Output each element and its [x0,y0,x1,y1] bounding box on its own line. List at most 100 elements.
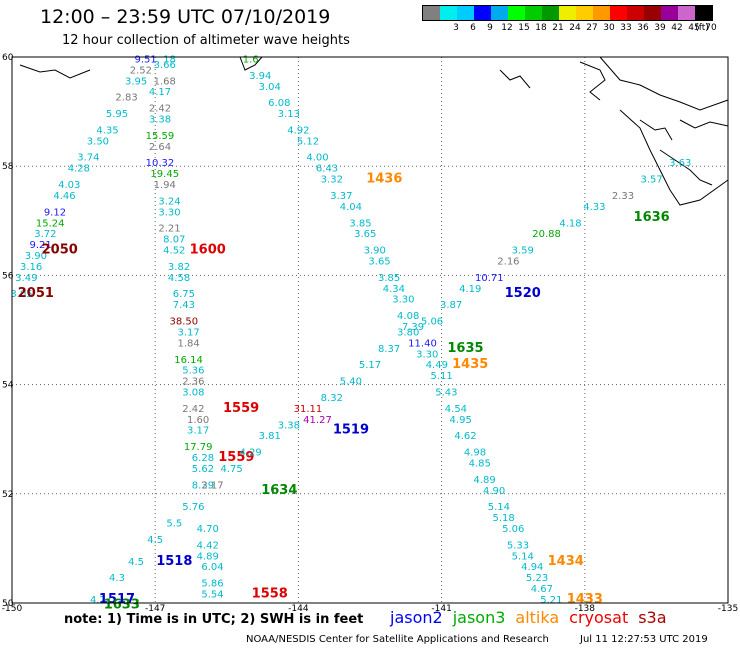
wave-height-value: 4.67 [531,584,553,595]
wave-height-value: 4.58 [168,273,190,284]
wave-height-value: 5.06 [502,524,524,535]
latitude-label: 52 [2,490,13,500]
latitude-label: 50 [2,599,14,609]
wave-height-value: 4.42 [197,540,219,551]
page-subtitle: 12 hour collection of altimeter wave hei… [62,33,350,48]
wave-height-value: 4.17 [149,87,171,98]
coastline-segment [19,64,91,79]
wave-height-value: 15.24 [36,218,65,229]
wave-height-value: 19.45 [150,169,179,180]
wave-height-value: 3.82 [168,262,190,273]
color-scale-swatch [508,6,525,20]
wave-height-value: 17.79 [184,442,213,453]
coastline-segment [659,149,713,186]
latitude-label: 58 [2,162,14,172]
wave-height-value: 5.23 [526,573,548,584]
wave-height-value: 3.16 [20,262,42,273]
wave-height-value: 3.57 [640,175,662,186]
wave-height-value: 3.17 [187,426,209,437]
wave-height-value: 3.85 [378,273,400,284]
wave-height-value: 3.72 [34,229,56,240]
altimeter-track: 9.512.523.95 2.83 5.95 4.353.50 3.744.28 4.03… [10,54,156,301]
wave-height-value: 5.43 [435,388,457,399]
wave-height-value: 6.08 [268,98,290,109]
wave-height-value: 5.36 [182,366,204,377]
wave-height-value: 4.08 [397,311,419,322]
pass-time-label: 1435 [452,357,488,372]
coastline-segment [239,56,263,71]
wave-height-value: 5.21 [540,595,562,606]
wave-height-value: 4.54 [445,404,467,415]
wave-height-value: 3.87 [440,300,462,311]
generated-timestamp: Jul 11 12:27:53 UTC 2019 [580,634,708,645]
wave-height-value: 3.38 [149,115,171,126]
wave-height-value: 41.27 [303,415,332,426]
wave-height-value: 6.75 [173,289,195,300]
wave-height-value: 8.39 [192,480,214,491]
latitude-label: 56 [2,271,14,281]
satellite-legend-entry: cryosat [569,608,629,627]
wave-height-value: 3.90 [364,246,386,257]
map-frame [11,56,729,604]
wave-height-value: 2.21 [158,224,180,235]
wave-height-value: 10.32 [146,158,175,169]
color-scale-swatch [695,6,712,20]
pass-time-label: 2050 [42,243,78,258]
color-scale-legend: (ft) 3 6 9 12 15 18 21 24 27 30 33 36 39 42 45 70 [422,5,717,35]
wave-height-value: 4.92 [287,125,309,136]
wave-height-value: 5.86 [201,579,223,590]
pass-time-label: 1520 [505,286,541,301]
wave-height-value: 3.80 [397,327,419,338]
lat-lon-grid [12,57,728,603]
coastline-segment [599,56,729,111]
longitude-label: -147 [145,604,165,614]
wave-height-value: 4.5 [128,557,144,568]
wave-height-value: 2.33 [612,191,634,202]
color-scale-swatch [576,6,593,20]
pass-time-label: 1635 [447,341,483,356]
wave-height-value: 4.04 [340,202,362,213]
coastline-segment [499,69,531,89]
color-scale-label: 45 [688,23,700,33]
color-scale-swatch [644,6,661,20]
wave-height-value: 8.32 [321,393,343,404]
wave-height-value: 8.37 [378,344,400,355]
pass-time-label: 1433 [567,592,603,607]
pass-time-label: 1519 [333,423,369,438]
longitude-label: -135 [718,604,738,614]
wave-height-value: 1.68 [154,76,176,87]
wave-height-value: 5.54 [201,590,223,601]
color-scale-label: 70 [705,23,717,33]
wave-height-value: 4.49 [426,360,448,371]
wave-height-value: 1.60 [187,415,209,426]
color-scale-label: 39 [654,23,666,33]
color-scale-label: 27 [586,23,598,33]
altimeter-tracks: 9.512.523.95 2.83 5.95 4.353.50 3.744.28 4.03… [10,54,691,612]
wave-height-value: 4.98 [464,448,486,459]
wave-height-value: 11.40 [408,338,437,349]
wave-height-value: 4.18 [559,218,581,229]
pass-time-label: 1518 [156,554,192,569]
pass-time-label: 1434 [548,554,584,569]
color-scale-swatch [542,6,559,20]
wave-height-value: 3.81 [259,431,281,442]
wave-height-value: 3.94 [249,71,271,82]
wave-height-value: 1.6 [243,54,259,65]
wave-height-value: 3.17 [177,327,199,338]
wave-height-value: 4.46 [53,191,75,202]
wave-height-value: 5.40 [340,377,362,388]
color-scale-label: 9 [487,23,493,33]
wave-height-value: 4.52 [163,246,185,257]
wave-height-value: 5.12 [297,136,319,147]
wave-height-value: 2.64 [149,142,171,153]
wave-height-value: 4.95 [450,415,472,426]
coastline [19,56,729,206]
wave-height-value: 3.65 [354,229,376,240]
wave-height-value: 2.42 [149,104,171,115]
wave-height-value: 4.33 [583,202,605,213]
wave-height-value: 3.24 [158,196,180,207]
satellite-legend-entry: jason3 [452,608,506,627]
wave-height-value: 3.04 [259,82,281,93]
wave-height-value: 2.42 [182,404,204,415]
